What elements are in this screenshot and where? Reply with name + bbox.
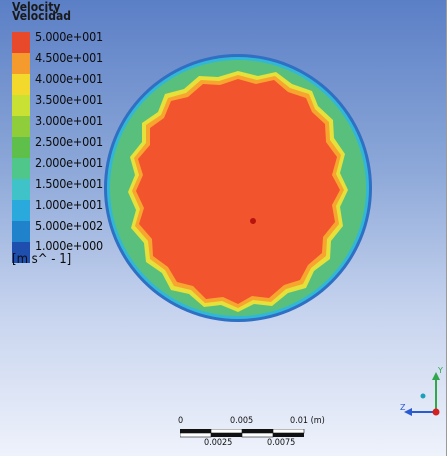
legend-title: Velocity Velocidad — [12, 0, 71, 23]
colorbar-segment — [12, 74, 30, 95]
colorbar-segment — [12, 32, 30, 53]
scale-label-00075: 0.0075 — [267, 438, 296, 448]
colorbar-segment — [12, 179, 30, 200]
legend-label: 5.000e+001 — [35, 29, 103, 44]
colorbar-segment — [12, 158, 30, 179]
scale-label-0: 0 — [178, 416, 184, 426]
legend-label: 4.500e+001 — [35, 50, 103, 65]
axis-triad[interactable]: Y Z — [400, 364, 444, 424]
colorbar-segment — [12, 53, 30, 74]
colorbar-segment — [12, 116, 30, 137]
colorbar-segment — [12, 200, 30, 221]
colorbar-segment — [12, 242, 30, 263]
legend-label: 1.000e+000 — [35, 238, 103, 253]
legend-colorbar — [12, 32, 30, 263]
legend-label: 2.500e+001 — [35, 134, 103, 149]
core-region — [136, 79, 340, 304]
legend-label: 3.500e+001 — [35, 92, 103, 107]
legend-label: 2.000e+001 — [35, 155, 103, 170]
legend-units: [m s^ - 1] — [12, 252, 72, 267]
scale-label-00025: 0.0025 — [204, 438, 233, 448]
scale-bar-graphic — [180, 429, 305, 438]
colorbar-segment — [12, 95, 30, 116]
scale-label-001: 0.01 (m) — [290, 416, 325, 426]
colorbar-segment — [12, 221, 30, 242]
axis-z-label: Z — [400, 403, 406, 412]
legend-label: 1.000e+001 — [35, 197, 103, 212]
axis-y-label: Y — [437, 366, 443, 375]
probe-point[interactable] — [250, 218, 256, 224]
legend-label: 3.000e+001 — [35, 113, 103, 128]
legend-label: 1.500e+001 — [35, 176, 103, 191]
colorbar-segment — [12, 137, 30, 158]
legend-label: 4.000e+001 — [35, 71, 103, 86]
scale-label-0005: 0.005 — [230, 416, 254, 426]
legend-title-line1: Velocity — [12, 0, 61, 14]
legend-label: 5.000e+002 — [35, 218, 103, 233]
legend-title-line2: Velocidad — [12, 9, 71, 23]
